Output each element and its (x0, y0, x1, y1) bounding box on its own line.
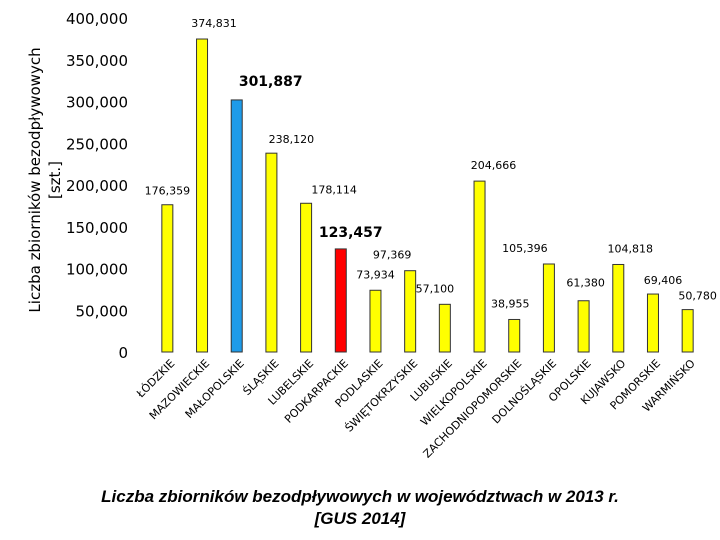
data-label: 38,955 (491, 297, 530, 310)
y-axis-ticks: 0 50,000 100,000 150,000 200,000 250,000 300,0… (66, 10, 128, 362)
data-label: 123,457 (319, 225, 383, 241)
x-tick-label: MAZOWIECKIE (147, 357, 212, 422)
y-tick-label: 200,000 (66, 177, 128, 195)
data-label: 238,120 (269, 133, 315, 146)
bar (612, 263, 625, 353)
bar (300, 202, 313, 353)
data-label: 97,369 (373, 249, 412, 262)
y-tick-label: 250,000 (66, 135, 128, 153)
data-label: 50,780 (678, 290, 717, 303)
data-label: 104,818 (608, 242, 654, 255)
bar (404, 270, 417, 353)
data-label: 61,380 (566, 277, 605, 290)
bar (577, 300, 590, 353)
bar (438, 303, 451, 353)
data-label: 105,396 (502, 242, 548, 255)
bar (681, 309, 694, 353)
bar (161, 204, 174, 353)
data-label: 301,887 (239, 74, 303, 90)
bar (508, 318, 521, 353)
bar (196, 38, 209, 353)
data-label: 176,359 (145, 185, 191, 198)
caption-line2: [GUS 2014] (314, 509, 406, 528)
y-tick-label: 350,000 (66, 52, 128, 70)
y-axis-title: Liczba zbiorników bezodpływowych [szt.] (26, 47, 64, 312)
bar (230, 99, 243, 353)
data-label: 57,100 (416, 282, 455, 295)
x-tick-label: PODKARPACKIE (282, 357, 351, 426)
data-label: 204,666 (471, 159, 517, 172)
bar-chart: Liczba zbiorników bezodpływowych [szt.] … (26, 10, 717, 461)
bar (473, 180, 486, 353)
y-tick-label: 400,000 (66, 10, 128, 28)
bar (369, 289, 382, 353)
y-tick-label: 0 (118, 344, 128, 362)
data-label: 73,934 (356, 268, 395, 281)
data-label: 374,831 (191, 17, 237, 30)
caption-line1: Liczba zbiorników bezodpływowych w wojew… (101, 487, 619, 506)
y-axis-title-line2: [szt.] (46, 161, 64, 199)
data-labels: 176,359 374,831 301,887 238,120 178,114 123,4… (145, 17, 717, 310)
bar (646, 293, 659, 353)
bars (161, 38, 694, 353)
bar (334, 248, 347, 353)
y-tick-label: 50,000 (76, 302, 129, 320)
y-axis-title-line1: Liczba zbiorników bezodpływowych (26, 47, 44, 312)
bar (542, 263, 555, 353)
y-tick-label: 100,000 (66, 261, 128, 279)
chart-caption: Liczba zbiorników bezodpływowych w wojew… (0, 486, 720, 530)
data-label: 69,406 (644, 274, 683, 287)
data-label: 178,114 (311, 183, 357, 196)
bar (265, 152, 278, 353)
y-tick-label: 150,000 (66, 219, 128, 237)
x-axis-labels: ŁÓDZKIEMAZOWIECKIEMAŁOPOLSKIEŚLĄSKIELUBE… (133, 357, 698, 461)
y-tick-label: 300,000 (66, 94, 128, 112)
